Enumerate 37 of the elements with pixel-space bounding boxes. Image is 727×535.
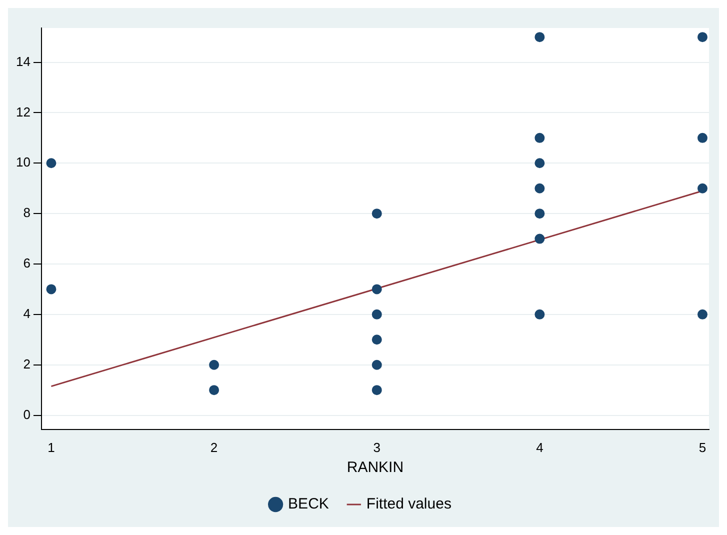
point (209, 385, 220, 396)
x-tick-label: 2 (210, 440, 218, 455)
x-tick-label: 4 (536, 440, 544, 455)
point (372, 334, 382, 345)
point (46, 158, 56, 168)
point (372, 385, 382, 396)
point (372, 284, 382, 294)
x-tick-label: 5 (698, 440, 706, 455)
point (534, 208, 545, 219)
y-tick-label: 6 (23, 256, 30, 271)
legend-label: BECK (288, 496, 329, 513)
x-axis-title: RANKIN (346, 459, 404, 476)
point (534, 132, 545, 143)
y-tick-label: 2 (23, 356, 30, 372)
point (697, 32, 708, 42)
point (534, 158, 545, 168)
point (534, 234, 545, 244)
y-tick-label: 0 (23, 406, 30, 422)
point (697, 309, 708, 320)
point (372, 208, 382, 219)
point (697, 132, 708, 143)
x-tick-label: 3 (373, 440, 380, 455)
x-tick-label: 1 (48, 440, 55, 455)
y-tick-label: 8 (23, 205, 30, 220)
point (372, 309, 382, 320)
point (209, 360, 220, 370)
y-tick-label: 14 (16, 54, 30, 69)
point (534, 183, 545, 194)
y-tick-label: 12 (16, 104, 30, 120)
y-tick-label: 10 (16, 154, 30, 170)
y-tick-label: 4 (23, 306, 30, 322)
point (46, 284, 56, 294)
point (534, 309, 545, 320)
point (372, 360, 382, 370)
legend-label: Fitted values (366, 496, 452, 513)
point (697, 183, 708, 194)
point (534, 32, 545, 42)
